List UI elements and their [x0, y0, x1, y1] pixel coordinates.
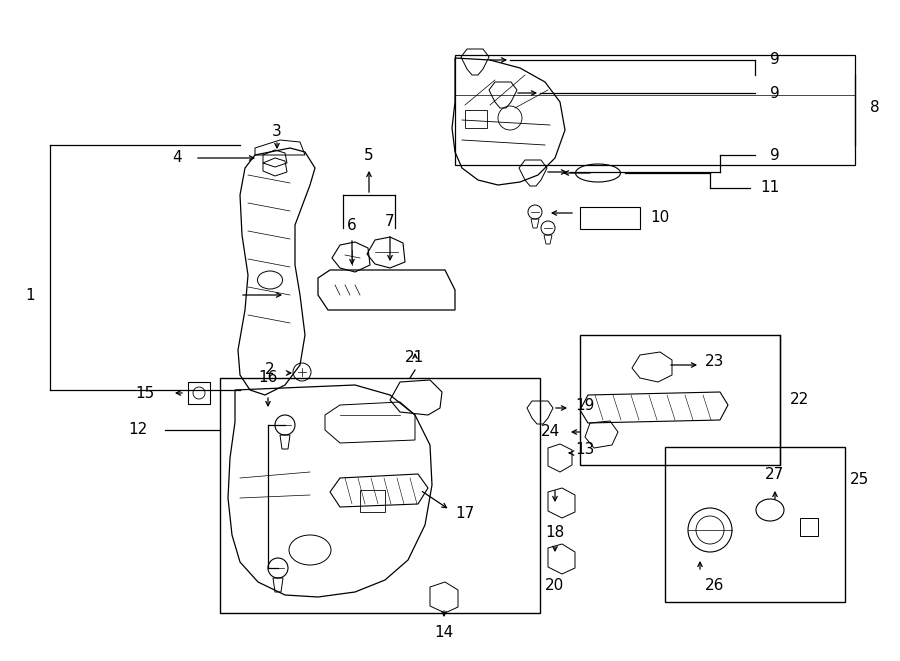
Text: 27: 27	[765, 467, 785, 482]
Text: 9: 9	[770, 85, 780, 100]
Bar	[465, 110, 487, 128]
Text: 7: 7	[385, 215, 395, 229]
Text: 5: 5	[364, 147, 373, 163]
Text: 20: 20	[545, 578, 564, 593]
Bar	[800, 518, 818, 536]
Text: 21: 21	[405, 350, 425, 365]
Text: 25: 25	[850, 473, 869, 488]
Text: 10: 10	[650, 210, 670, 225]
Text: 17: 17	[455, 506, 474, 522]
Text: 18: 18	[545, 525, 564, 540]
Text: 13: 13	[575, 442, 594, 457]
Text: 22: 22	[790, 393, 809, 407]
Text: 11: 11	[760, 180, 779, 196]
Text: 9: 9	[770, 52, 780, 67]
Bar	[220, 378, 540, 613]
Bar	[665, 447, 845, 602]
Text: 4: 4	[173, 151, 182, 165]
Bar	[188, 382, 210, 404]
Text: 12: 12	[129, 422, 148, 438]
Text: 15: 15	[136, 385, 155, 401]
Text: 14: 14	[435, 625, 454, 640]
Text: 26: 26	[705, 578, 725, 593]
Text: 23: 23	[705, 354, 725, 369]
Bar	[580, 335, 780, 465]
Bar	[455, 55, 855, 165]
Text: 24: 24	[541, 424, 560, 440]
Text: 1: 1	[25, 288, 35, 303]
Text: 9: 9	[770, 147, 780, 163]
Bar	[360, 490, 385, 512]
Text: 19: 19	[575, 397, 594, 412]
Text: 3: 3	[272, 124, 282, 139]
Text: 16: 16	[258, 370, 278, 385]
Text: 2: 2	[266, 362, 274, 377]
Bar	[580, 207, 640, 229]
Text: 6: 6	[347, 219, 357, 233]
Text: 8: 8	[870, 100, 879, 116]
